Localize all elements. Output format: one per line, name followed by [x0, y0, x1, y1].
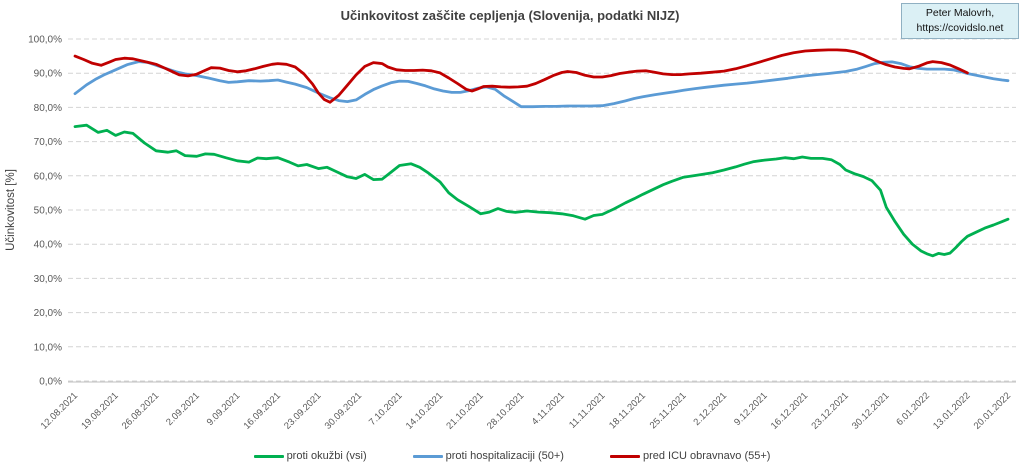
- x-axis-tick-labels: 12.08.2021 19.08.2021 26.08.2021 2.09.2021 9…: [39, 390, 1013, 431]
- y-axis-title: Učinkovitost [%]: [5, 169, 17, 251]
- y-tick-label-70: 70,0%: [34, 137, 62, 148]
- x-tick-label: 16.09.2021: [242, 390, 283, 431]
- x-tick-label: 25.11.2021: [648, 390, 689, 431]
- legend-swatch-icon: [412, 454, 443, 458]
- x-tick-label: 11.11.2021: [567, 390, 607, 430]
- x-tick-label: 2.09.2021: [164, 390, 202, 428]
- x-tick-label: 30.12.2021: [850, 390, 891, 431]
- annotation-author: Peter Malovrh,: [925, 7, 995, 19]
- y-tick-label-40: 40,0%: [34, 240, 62, 251]
- x-tick-label: 26.08.2021: [120, 390, 161, 431]
- series-line-2: [73, 48, 969, 104]
- x-tick-label: 2.12.2021: [692, 390, 730, 428]
- x-tick-label: 13.01.2022: [931, 390, 972, 431]
- x-tick-label: 7.10.2021: [367, 390, 405, 428]
- x-tick-label: 9.12.2021: [732, 390, 770, 428]
- x-tick-label: 9.09.2021: [205, 390, 243, 428]
- x-tick-label: 6.01.2022: [894, 390, 932, 428]
- y-tick-label-0: 0,0%: [39, 377, 62, 388]
- legend-swatch-icon: [253, 454, 284, 458]
- y-tick-label-100: 100,0%: [28, 35, 62, 46]
- x-tick-label: 4.11.2021: [530, 390, 567, 427]
- x-tick-label: 14.10.2021: [404, 390, 445, 431]
- x-tick-label: 23.09.2021: [282, 390, 323, 431]
- y-tick-label-90: 90,0%: [34, 69, 62, 80]
- data-series: [73, 48, 1010, 258]
- annotation-box: Peter Malovrh, https://covidslo.net: [901, 3, 1019, 40]
- x-tick-label: 19.08.2021: [79, 390, 120, 431]
- y-tick-label-80: 80,0%: [34, 103, 62, 114]
- x-tick-label: 21.10.2021: [444, 390, 485, 431]
- series-line-1: [73, 60, 1010, 109]
- chart-title: Učinkovitost zaščite cepljenja (Slovenij…: [341, 8, 680, 23]
- legend-label: pred ICU obravnavo (55+): [642, 450, 771, 462]
- x-tick-label: 12.08.2021: [39, 390, 80, 431]
- legend-item-2: pred ICU obravnavo (55+): [609, 450, 771, 462]
- x-tick-label: 23.12.2021: [809, 390, 850, 431]
- x-tick-label: 30.09.2021: [323, 390, 364, 431]
- x-tick-label: 18.11.2021: [607, 390, 648, 431]
- x-tick-label: 20.01.2022: [972, 390, 1013, 431]
- legend-label: proti hospitalizaciji (50+): [445, 450, 564, 462]
- legend-label: proti okužbi (vsi): [286, 450, 367, 462]
- y-tick-label-60: 60,0%: [34, 171, 62, 182]
- x-tick-label: 16.12.2021: [769, 390, 810, 431]
- y-tick-label-20: 20,0%: [34, 308, 62, 319]
- gridlines: [68, 38, 1016, 383]
- series-line-0: [73, 123, 1010, 258]
- y-tick-label-10: 10,0%: [34, 342, 62, 353]
- annotation-url: https://covidslo.net: [916, 22, 1004, 35]
- legend: proti okužbi (vsi) proti hospitalizaciji …: [0, 450, 1024, 462]
- legend-swatch-icon: [609, 454, 640, 458]
- y-tick-label-50: 50,0%: [34, 206, 62, 217]
- y-tick-label-30: 30,0%: [34, 274, 62, 285]
- legend-item-0: proti okužbi (vsi): [253, 450, 367, 462]
- y-axis-tick-labels: 0,0% 10,0% 20,0% 30,0% 40,0% 50,0% 60,0% 70,0% 8…: [28, 35, 62, 388]
- x-tick-label: 28.10.2021: [485, 390, 526, 431]
- legend-item-1: proti hospitalizaciji (50+): [412, 450, 564, 462]
